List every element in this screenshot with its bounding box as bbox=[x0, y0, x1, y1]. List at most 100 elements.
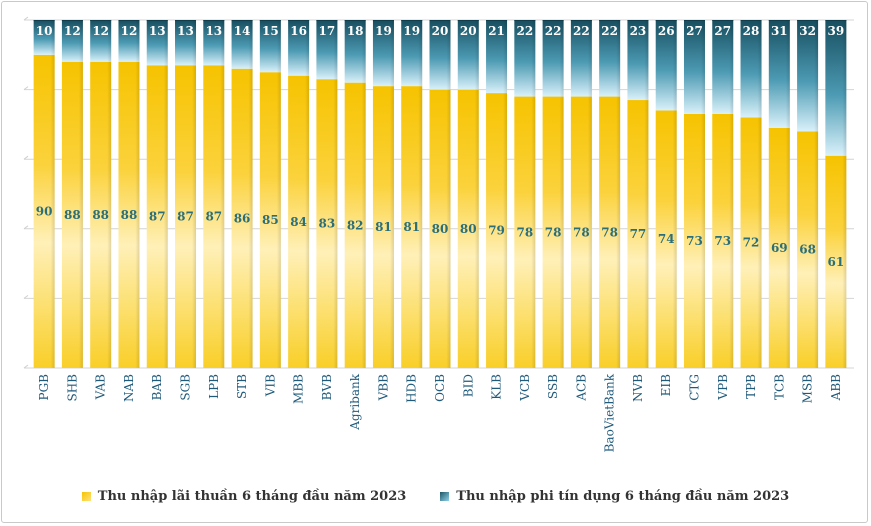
data-label-interest: 80 bbox=[432, 222, 449, 236]
bar-interest-OCB bbox=[429, 89, 451, 368]
bar-interest-NVB bbox=[627, 100, 649, 368]
bar-interest-shade bbox=[559, 96, 564, 368]
x-tick-label: Agribank bbox=[348, 373, 362, 430]
bar-interest-SHB bbox=[61, 61, 83, 368]
bar-interest-MBB bbox=[288, 75, 310, 369]
legend-item-noninterest: Thu nhập phi tín dụng 6 tháng đầu năm 20… bbox=[440, 489, 789, 504]
bar-noninterest-OCB bbox=[429, 20, 451, 90]
bar-interest-shade bbox=[587, 96, 592, 368]
bar-interest-LPB bbox=[203, 65, 225, 369]
data-label-noninterest: 13 bbox=[177, 24, 194, 38]
x-tick-label: VCB bbox=[518, 374, 532, 402]
bar-interest-Agribank bbox=[344, 82, 366, 368]
data-label-interest: 87 bbox=[149, 210, 166, 224]
x-tick-label: VAB bbox=[94, 374, 108, 401]
bar-interest-shade bbox=[700, 113, 705, 369]
data-label-noninterest: 20 bbox=[460, 24, 477, 38]
data-label-noninterest: 15 bbox=[262, 24, 279, 38]
bar-noninterest-shade bbox=[192, 20, 197, 66]
bar-noninterest-shade bbox=[135, 20, 140, 62]
bar-noninterest-shade bbox=[333, 20, 338, 80]
bar-noninterest-VBB bbox=[372, 20, 394, 87]
bar-noninterest-Agribank bbox=[344, 20, 366, 83]
legend-label-interest: Thu nhập lãi thuần 6 tháng đầu năm 2023 bbox=[97, 489, 407, 504]
data-label-interest: 78 bbox=[516, 225, 533, 239]
bar-noninterest-shade bbox=[474, 20, 479, 90]
data-label-interest: 83 bbox=[319, 217, 336, 231]
bar-noninterest-NAB bbox=[118, 20, 140, 62]
data-label-interest: 73 bbox=[714, 234, 731, 248]
bar-interest-NAB bbox=[118, 61, 140, 368]
bar-noninterest-SHB bbox=[61, 20, 83, 62]
bar-noninterest-HDB bbox=[401, 20, 423, 87]
bar-noninterest-shade bbox=[587, 20, 592, 97]
bar-interest-BID bbox=[457, 89, 479, 368]
data-label-interest: 78 bbox=[601, 225, 618, 239]
gridline-tick bbox=[23, 16, 29, 21]
data-label-noninterest: 39 bbox=[828, 24, 845, 38]
bar-interest-VBB bbox=[372, 86, 394, 369]
bar-interest-TPB bbox=[740, 117, 762, 368]
bar-noninterest-shade bbox=[616, 20, 621, 97]
bar-noninterest-BVB bbox=[316, 20, 338, 80]
bar-interest-KLB bbox=[486, 93, 508, 368]
x-tick-label: ACB bbox=[574, 374, 588, 402]
bar-noninterest-shade bbox=[503, 20, 508, 94]
bar-interest-shade bbox=[644, 100, 649, 368]
data-label-interest: 87 bbox=[177, 210, 194, 224]
data-label-interest: 61 bbox=[828, 255, 845, 269]
data-label-noninterest: 16 bbox=[290, 24, 307, 38]
data-label-interest: 72 bbox=[743, 236, 760, 250]
x-tick-label: BVB bbox=[320, 374, 334, 400]
bar-interest-shade bbox=[78, 61, 83, 368]
data-label-interest: 88 bbox=[121, 208, 138, 222]
data-label-noninterest: 28 bbox=[743, 24, 760, 38]
data-label-noninterest: 22 bbox=[601, 24, 618, 38]
data-label-interest: 74 bbox=[658, 232, 675, 246]
data-label-interest: 78 bbox=[545, 225, 562, 239]
bar-noninterest-VPB bbox=[712, 20, 734, 114]
bar-interest-shade bbox=[248, 68, 253, 368]
bar-interest-VCB bbox=[514, 96, 536, 368]
bar-interest-ACB bbox=[570, 96, 592, 368]
gridline-tick bbox=[23, 86, 29, 90]
bar-interest-shade bbox=[842, 155, 847, 368]
bar-noninterest-SGB bbox=[175, 20, 197, 66]
bar-interest-shade bbox=[503, 93, 508, 368]
bar-interest-PGB bbox=[33, 54, 55, 369]
x-tick-label: TCB bbox=[772, 374, 786, 400]
bar-noninterest-VCB bbox=[514, 20, 536, 97]
x-tick-label: SHB bbox=[65, 374, 79, 402]
data-label-noninterest: 26 bbox=[658, 24, 675, 38]
data-label-interest: 73 bbox=[686, 234, 703, 248]
bar-interest-shade bbox=[333, 79, 338, 368]
x-tick-label: SGB bbox=[179, 374, 193, 401]
bar-interest-shade bbox=[276, 72, 281, 368]
bar-interest-shade bbox=[135, 61, 140, 368]
bar-interest-ABB bbox=[825, 155, 847, 368]
bar-noninterest-shade bbox=[418, 20, 423, 87]
x-tick-label: PGB bbox=[37, 374, 51, 401]
bar-interest-SSB bbox=[542, 96, 564, 368]
data-label-interest: 81 bbox=[403, 220, 420, 234]
data-label-interest: 84 bbox=[290, 215, 307, 229]
bar-interest-shade bbox=[446, 89, 451, 368]
bar-noninterest-shade bbox=[757, 20, 762, 118]
x-tick-label: STB bbox=[235, 374, 249, 399]
bar-noninterest-shade bbox=[672, 20, 677, 111]
bar-interest-shade bbox=[418, 86, 423, 369]
data-label-interest: 68 bbox=[799, 243, 816, 257]
data-label-interest: 79 bbox=[488, 224, 505, 238]
data-label-interest: 87 bbox=[205, 210, 222, 224]
x-tick-label: NAB bbox=[122, 374, 136, 402]
x-axis-labels: PGB SHB VAB NAB BAB SGB LPB STB VIB MBB BVB Agriban… bbox=[37, 373, 843, 452]
data-label-noninterest: 13 bbox=[205, 24, 222, 38]
bar-noninterest-ABB bbox=[825, 20, 847, 156]
bar-interest-shade bbox=[192, 65, 197, 369]
legend-label-noninterest: Thu nhập phi tín dụng 6 tháng đầu năm 20… bbox=[456, 489, 790, 504]
data-label-noninterest: 32 bbox=[799, 24, 816, 38]
x-tick-label: MBB bbox=[292, 374, 306, 404]
bar-noninterest-LPB bbox=[203, 20, 225, 66]
bar-interest-BVB bbox=[316, 79, 338, 368]
